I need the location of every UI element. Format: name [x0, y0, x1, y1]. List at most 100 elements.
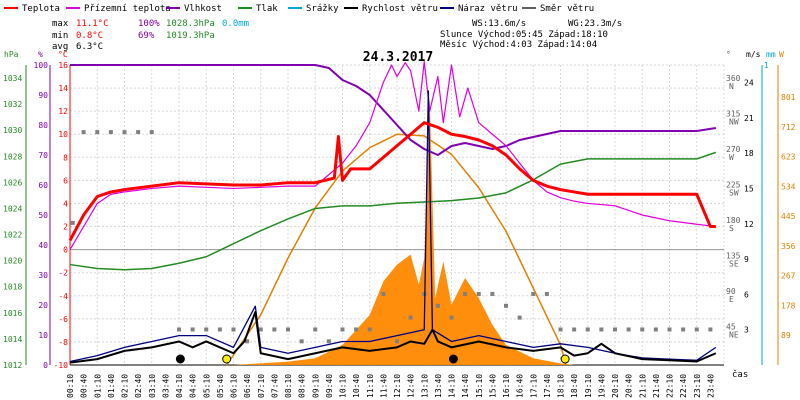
unit-rain: mm	[766, 50, 776, 59]
percent-tick-label: 90	[38, 91, 48, 100]
percent-tick-label: 30	[38, 271, 48, 280]
pressure-tick-label: 1032	[3, 100, 22, 109]
wind-dir-point	[340, 327, 345, 332]
stats-avg-label: avg	[52, 42, 68, 52]
series-ground_temp	[69, 60, 716, 250]
x-tick-label: 04:10	[175, 374, 184, 398]
x-tick-label: 19:10	[584, 374, 593, 398]
series-humidity	[70, 64, 716, 156]
pressure-tick-label: 1020	[3, 257, 22, 266]
stats-ws: WS:13.6m/s	[472, 19, 526, 29]
legend-label: Přízemní teplota	[84, 4, 171, 14]
chart-title: 24.3.2017	[363, 50, 433, 65]
wind-dir-point	[81, 130, 86, 135]
series-temperature	[68, 121, 716, 242]
rain-tick-label: 1	[764, 61, 769, 70]
direction-name-label: SE	[729, 259, 739, 268]
pressure-tick-label: 1034	[3, 74, 22, 83]
stats-max-rain: 0.0mm	[222, 19, 249, 29]
unit-pressure: hPa	[4, 50, 19, 59]
unit-labels: hPa % °C ° m/s mm W čas	[4, 50, 784, 380]
x-tick-label: 06:10	[230, 374, 239, 398]
legend: Teplota Přízemní teplota Vlhkost Tlak Srážky…	[4, 4, 594, 14]
x-tick-label: 12:10	[393, 374, 402, 398]
x-tick-label: 21:40	[652, 374, 661, 398]
wind-dir-point	[504, 303, 508, 308]
sun-marker	[222, 354, 232, 364]
legend-label: Náraz větru	[458, 4, 518, 14]
watt-tick-label: 89	[781, 331, 791, 340]
wind-dir-point	[490, 291, 495, 296]
wind-tick-label: 6	[744, 290, 749, 299]
pressure-tick-label: 1030	[3, 126, 22, 135]
stats-wg: WG:23.3m/s	[568, 19, 622, 29]
wind-dir-point	[286, 327, 290, 332]
watt-tick-label: 801	[781, 93, 796, 102]
unit-watt: W	[779, 50, 784, 59]
wind-dir-point	[694, 327, 699, 332]
direction-name-label: S	[729, 224, 734, 233]
temp-tick-label: 8	[63, 153, 68, 162]
temp-tick-label: 4	[63, 199, 68, 208]
x-tick-label: 22:40	[679, 374, 688, 398]
wind-tick-label: 15	[744, 185, 754, 194]
watt-tick-label: 356	[781, 242, 796, 251]
direction-tick-label: 315	[726, 109, 741, 118]
watt-tick-label: 712	[781, 123, 796, 132]
axes: 1012101410161018102010221024102610281030…	[3, 61, 796, 370]
direction-name-label: NE	[729, 330, 739, 339]
legend-label: Tlak	[256, 4, 278, 14]
x-tick-label: 16:40	[516, 374, 525, 398]
direction-tick-label: 90	[726, 287, 736, 296]
wind-tick-label: 3	[744, 326, 749, 335]
wind-dir-point	[476, 291, 481, 296]
wind-dir-point	[667, 327, 672, 332]
x-tick-label: 15:10	[475, 374, 484, 398]
unit-time: čas	[732, 369, 748, 380]
pressure-tick-label: 1018	[3, 283, 22, 292]
wind-dir-point	[190, 327, 195, 332]
temp-tick-label: 0	[63, 246, 68, 255]
wind-dir-point	[122, 130, 127, 135]
x-tick-label: 20:40	[625, 374, 634, 398]
percent-tick-label: 100	[34, 61, 49, 70]
watt-tick-label: 445	[781, 212, 796, 221]
stats-max-label: max	[52, 19, 69, 29]
direction-name-label: E	[729, 295, 734, 304]
wind-dir-point	[217, 327, 222, 332]
legend-label: Směr větru	[540, 4, 594, 14]
x-tick-label: 00:10	[66, 374, 75, 398]
wind-dir-point	[70, 220, 75, 225]
x-tick-label: 08:40	[298, 374, 307, 398]
direction-tick-label: 45	[726, 322, 736, 331]
x-tick-label: 01:40	[107, 374, 116, 398]
wind-dir-point	[544, 291, 549, 296]
temp-tick-label: 6	[63, 176, 68, 185]
wind-tick-label: 9	[744, 255, 749, 264]
x-tick-label: 07:40	[270, 374, 279, 398]
x-tick-label: 08:10	[284, 374, 293, 398]
wind-dir-point	[367, 327, 372, 332]
x-tick-label: 15:40	[488, 374, 497, 398]
series-wind_speed	[69, 311, 717, 364]
pressure-tick-label: 1026	[3, 178, 22, 187]
watt-tick-label: 178	[781, 301, 796, 310]
percent-tick-label: 40	[38, 241, 48, 250]
percent-tick-label: 10	[38, 331, 48, 340]
direction-tick-label: 180	[726, 216, 741, 225]
temp-tick-label: -2	[58, 269, 68, 278]
x-tick-label: 19:40	[597, 374, 606, 398]
moon-marker	[175, 354, 185, 364]
pressure-tick-label: 1012	[3, 361, 22, 370]
stats-min-label: min	[52, 31, 68, 41]
temp-tick-label: 16	[58, 61, 68, 70]
wind-dir-point	[354, 327, 359, 332]
direction-name-label: NW	[729, 117, 739, 126]
unit-temp: °C	[58, 50, 68, 59]
wind-dir-point	[653, 327, 658, 332]
direction-tick-label: 225	[726, 180, 741, 189]
wind-dir-point	[108, 130, 113, 135]
temp-tick-label: 2	[63, 223, 68, 232]
wind-tick-label: 24	[744, 79, 754, 88]
stats-avg-temp: 6.3°C	[76, 42, 103, 52]
